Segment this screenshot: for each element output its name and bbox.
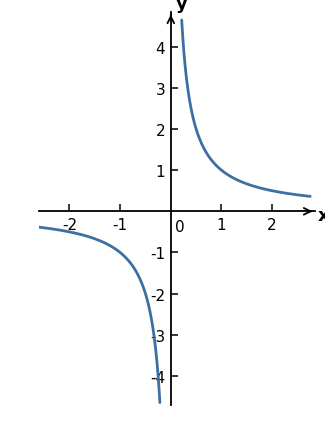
Text: 0: 0	[175, 219, 185, 234]
Text: x: x	[318, 207, 325, 225]
Text: y: y	[176, 0, 188, 13]
